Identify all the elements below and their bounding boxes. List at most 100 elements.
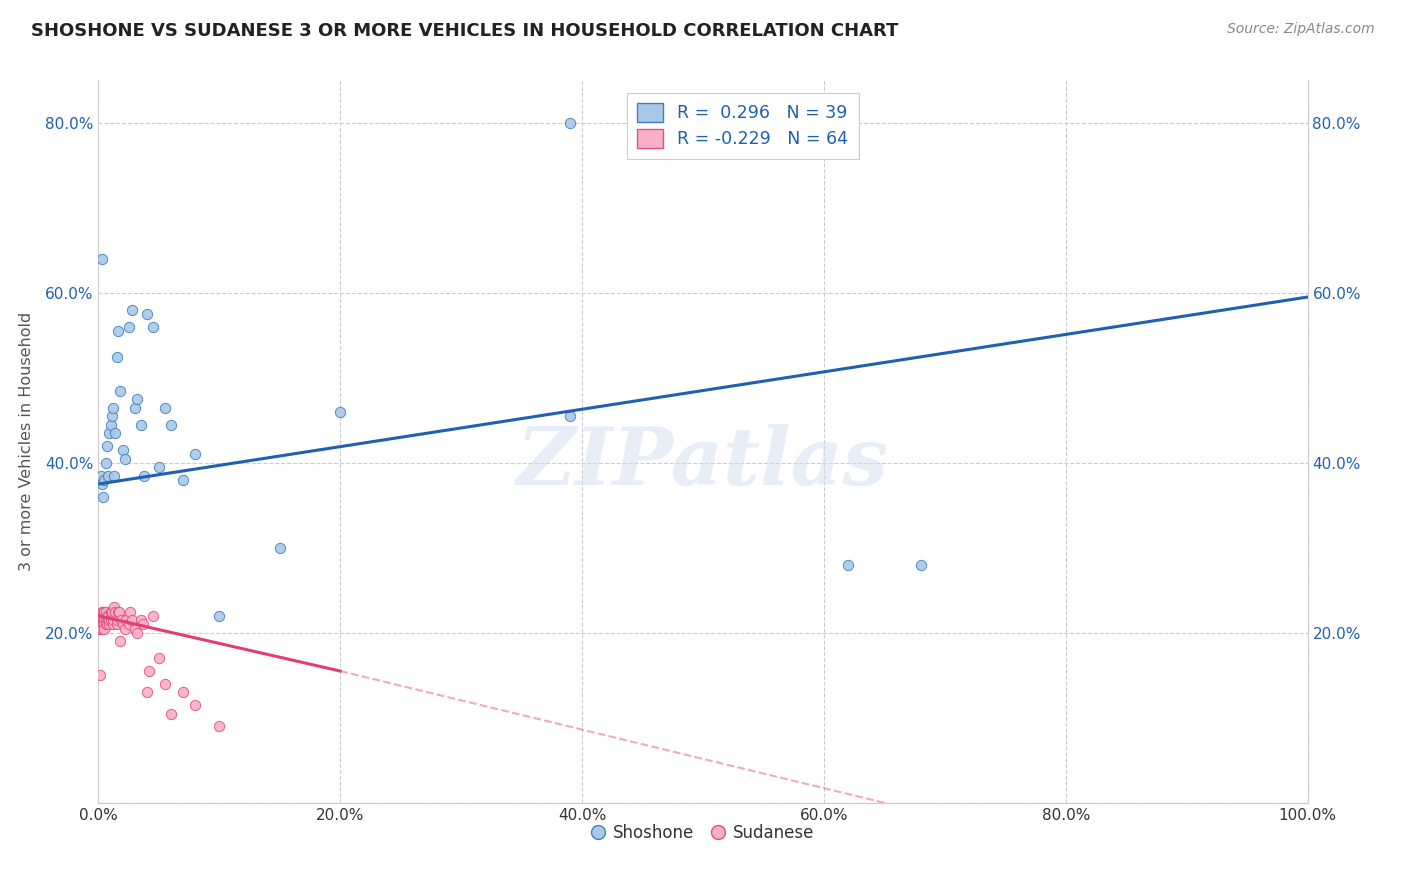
Text: SHOSHONE VS SUDANESE 3 OR MORE VEHICLES IN HOUSEHOLD CORRELATION CHART: SHOSHONE VS SUDANESE 3 OR MORE VEHICLES … (31, 22, 898, 40)
Point (91, 608, 114, 623)
Point (91, 605, 114, 619)
Point (105, 613, 128, 627)
Point (127, 625, 149, 640)
Point (90, 617, 112, 632)
Point (91, 608, 114, 623)
Point (103, 600, 125, 615)
Point (172, 473, 194, 487)
Point (160, 706, 183, 721)
Point (105, 350, 128, 364)
Point (90, 468, 112, 483)
Point (108, 384, 131, 398)
Point (135, 685, 157, 699)
Point (104, 425, 127, 440)
Point (93, 473, 115, 487)
Point (91, 252, 114, 266)
Point (148, 460, 170, 475)
Point (91, 622, 114, 636)
Point (91, 613, 114, 627)
Point (90, 622, 112, 636)
Point (96, 608, 118, 623)
Point (93, 617, 115, 632)
Point (101, 401, 124, 415)
Point (132, 617, 155, 632)
Point (94, 613, 117, 627)
Point (153, 401, 176, 415)
Point (97, 613, 120, 627)
Point (96, 439, 118, 453)
Point (124, 401, 146, 415)
Point (558, 116, 581, 130)
Point (118, 617, 141, 632)
Point (96, 617, 118, 632)
Point (93, 613, 115, 627)
Point (91, 605, 114, 619)
Point (142, 319, 165, 334)
Point (103, 468, 125, 483)
Point (91, 617, 114, 632)
Point (100, 605, 122, 619)
Point (90, 608, 112, 623)
Point (100, 409, 122, 423)
Point (101, 617, 124, 632)
Text: Source: ZipAtlas.com: Source: ZipAtlas.com (1227, 22, 1375, 37)
Point (98, 617, 121, 632)
Point (91, 613, 114, 627)
Point (121, 613, 143, 627)
Point (89, 622, 111, 636)
Point (90, 617, 112, 632)
Point (124, 622, 146, 636)
Point (91, 490, 114, 504)
Point (94, 605, 117, 619)
Point (138, 664, 160, 678)
Point (329, 405, 352, 419)
Point (121, 302, 143, 317)
Point (115, 613, 138, 627)
Point (89, 613, 111, 627)
Point (172, 685, 194, 699)
Point (104, 605, 127, 619)
Point (91, 477, 114, 491)
Point (98, 425, 121, 440)
Point (160, 417, 183, 432)
Point (208, 608, 231, 623)
Point (108, 634, 131, 648)
Point (269, 541, 291, 555)
Point (184, 698, 207, 712)
Point (97, 608, 120, 623)
Point (111, 443, 134, 458)
Point (910, 558, 932, 572)
Legend: Shoshone, Sudanese: Shoshone, Sudanese (585, 817, 821, 848)
Point (97, 468, 120, 483)
Point (129, 417, 152, 432)
Point (91, 613, 114, 627)
Point (111, 617, 134, 632)
Point (94, 456, 117, 470)
Point (107, 324, 129, 338)
Point (184, 447, 207, 461)
Text: ZIPatlas: ZIPatlas (517, 425, 889, 502)
Point (100, 605, 122, 619)
Point (107, 605, 129, 619)
Point (129, 613, 152, 627)
Point (100, 613, 122, 627)
Point (118, 605, 141, 619)
Point (108, 605, 131, 619)
Point (98, 613, 121, 627)
Point (89, 668, 111, 682)
Point (142, 608, 165, 623)
Point (118, 319, 141, 334)
Point (105, 617, 128, 632)
Point (134, 468, 156, 483)
Point (93, 622, 115, 636)
Point (94, 617, 117, 632)
Point (153, 677, 176, 691)
Point (90, 613, 112, 627)
Point (127, 392, 149, 406)
Y-axis label: 3 or more Vehicles in Household: 3 or more Vehicles in Household (18, 312, 34, 571)
Point (101, 613, 124, 627)
Point (135, 307, 157, 321)
Point (93, 605, 115, 619)
Point (89, 608, 111, 623)
Point (91, 617, 114, 632)
